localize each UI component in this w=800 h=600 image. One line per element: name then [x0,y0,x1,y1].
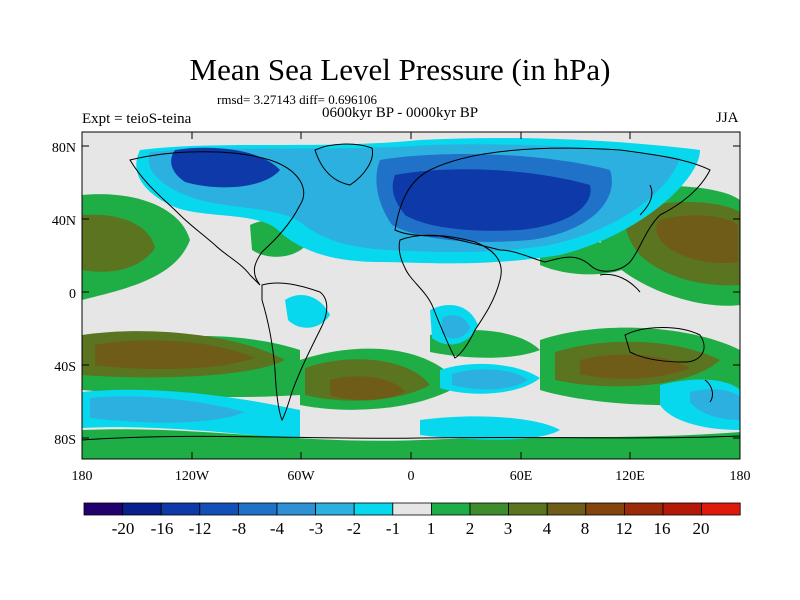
maritime-continent-outline [599,273,641,293]
new-zealand-outline [704,379,713,403]
lat-label: 80S [54,433,76,448]
lon-label: 120W [174,469,210,484]
colorbar-swatch [392,502,432,516]
plot-area [82,132,740,459]
colorbar-swatch [662,502,702,516]
lat-label: 80N [51,141,76,156]
experiment-label: Expt = teioS-teina [82,111,192,127]
sh-pacific-high-core [95,340,255,370]
season-label: JJA [716,110,739,126]
colorbar-swatch [160,502,201,516]
colorbar-swatch [122,502,162,516]
colorbar-swatch [430,502,471,516]
period-label: 0600kyr BP - 0000kyr BP [322,105,479,121]
colorbar-swatch [83,502,123,516]
lon-label: 180 [729,469,751,484]
lon-label: 60W [287,469,315,484]
lon-label: 0 [407,469,415,484]
colorbar-swatch [276,502,316,516]
colorbar-label: -20 [111,519,135,538]
australia-outline [624,327,705,363]
colorbar-label: -8 [231,519,247,538]
colorbar-swatch [624,502,664,516]
colorbar-label: -1 [385,519,401,538]
map-title: Mean Sea Level Pressure (in hPa) [189,52,611,87]
colorbar-swatch [353,502,394,516]
antarctic-cyan [420,416,560,440]
africa-outline [398,234,502,359]
colorbar-swatch [315,502,355,516]
colorbar-swatch [508,502,548,516]
pressure-anomaly-fields [82,138,740,459]
south-america-outline [261,282,328,422]
colorbar-swatch [469,502,509,516]
colorbar-label: 1 [426,519,436,538]
eurasia-outline [394,147,711,272]
colorbar-label: -2 [346,519,362,538]
north-america-outline [129,151,305,286]
continent-outlines [82,143,740,441]
lon-label: 180 [71,469,93,484]
eurasian-low-core [392,169,591,231]
colorbar [83,502,741,516]
southern-africa-low-core [442,315,470,339]
lon-label: 60E [509,469,533,484]
colorbar-label: -3 [308,519,324,538]
greenland-outline [314,143,374,186]
colorbar-label: 3 [503,519,513,538]
lat-label: 0 [69,287,76,302]
nw-pacific-high-core [656,215,738,264]
lat-label: 40S [54,360,76,375]
colorbar-label: 20 [692,519,710,538]
colorbar-swatch [701,502,741,516]
lon-label: 120E [615,469,645,484]
axis-ticks [81,132,741,459]
antarctica-outline [82,435,740,441]
colorbar-label: -16 [150,519,174,538]
pacific-high [82,214,155,272]
colorbar-swatch [199,502,239,516]
lat-label: 40N [51,214,76,229]
southern-ocean-low [90,396,245,423]
colorbar-swatch [585,502,625,516]
colorbar-label: 12 [615,519,633,538]
colorbar-swatch [237,502,278,516]
colorbar-label: 4 [542,519,552,538]
colorbar-label: -4 [269,519,285,538]
rmsd-diff-stats: rmsd= 3.27143 diff= 0.696106 [217,92,377,107]
indian-ocean-low [452,369,528,390]
north-american-low-core [171,147,280,188]
south-america-low [285,295,330,328]
sw-pacific-low [690,389,740,420]
colorbar-label: -12 [188,519,212,538]
colorbar-label: 8 [580,519,590,538]
colorbar-swatch [546,502,587,516]
japan-outline [639,184,653,216]
colorbar-label: 16 [653,519,671,538]
colorbar-label: 2 [465,519,475,538]
sh-atlantic-high-core [330,376,405,400]
